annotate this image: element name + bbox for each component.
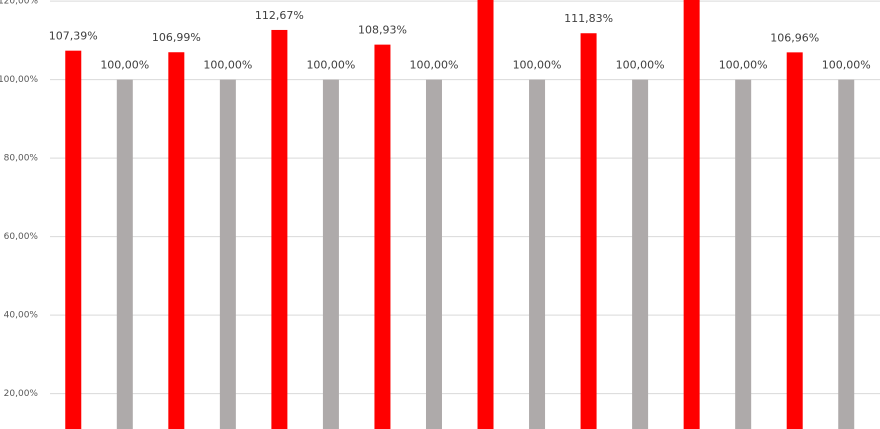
y-tick-label: 20,00% xyxy=(4,389,39,399)
bar xyxy=(116,79,133,429)
y-tick-label: 120,00% xyxy=(0,0,38,7)
data-label: 106,99% xyxy=(152,31,201,44)
data-label: 100,00% xyxy=(513,59,562,72)
data-label: 107,39% xyxy=(49,30,98,43)
bar xyxy=(838,79,855,429)
data-label: 100,00% xyxy=(203,59,252,72)
y-tick-label: 80,00% xyxy=(4,154,39,164)
bar xyxy=(632,79,649,429)
data-label: 108,93% xyxy=(358,24,407,37)
y-tick-label: 100,00% xyxy=(0,75,38,85)
data-label: 106,96% xyxy=(770,31,819,44)
bar xyxy=(322,79,339,429)
bar xyxy=(271,29,288,429)
data-label: 100,00% xyxy=(822,59,871,72)
data-label: 100,00% xyxy=(100,59,149,72)
y-tick-label: 40,00% xyxy=(4,311,39,321)
data-label: 100,00% xyxy=(306,59,355,72)
bar xyxy=(65,50,82,429)
bar xyxy=(477,0,494,429)
bar xyxy=(374,44,391,429)
bar xyxy=(786,52,803,429)
bar xyxy=(683,0,700,429)
data-label: 100,00% xyxy=(719,59,768,72)
y-tick-label: 60,00% xyxy=(4,232,39,242)
bar xyxy=(529,79,546,429)
bar xyxy=(580,33,597,429)
bar xyxy=(219,79,236,429)
data-label: 112,67% xyxy=(255,9,304,22)
data-label: 100,00% xyxy=(616,59,665,72)
data-label: 111,83% xyxy=(564,12,613,25)
data-label: 100,00% xyxy=(410,59,459,72)
bar xyxy=(735,79,752,429)
bar xyxy=(425,79,442,429)
bar xyxy=(168,52,185,429)
